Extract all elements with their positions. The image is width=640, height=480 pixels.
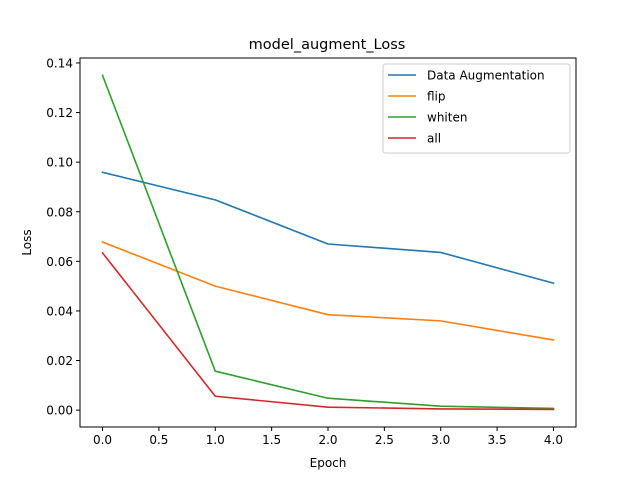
legend-box	[382, 63, 571, 154]
x-tick-label: 1.0	[206, 433, 225, 447]
y-tick-label: 0.14	[46, 56, 73, 70]
y-axis-ticks: 0.00 0.02 0.04 0.06 0.08 0.10 0.12 0.14	[46, 56, 80, 418]
series-line-3	[101, 251, 555, 411]
x-tick-label: 4.0	[544, 433, 563, 447]
x-tick-label: 1.5	[262, 433, 281, 447]
y-tick-label: 0.10	[46, 156, 73, 170]
y-tick-label: 0.06	[46, 255, 73, 269]
legend-label: flip	[427, 90, 446, 104]
series-line-2	[101, 74, 555, 410]
plot-area	[101, 74, 555, 411]
x-axis-ticks: 0.0 0.5 1.0 1.5 2.0 2.5 3.0 3.5 4.0	[93, 427, 563, 447]
y-tick-label: 0.12	[46, 106, 73, 120]
series-line-1	[101, 240, 555, 341]
legend-label: whiten	[427, 111, 467, 125]
x-tick-label: 2.5	[375, 433, 394, 447]
y-tick-label: 0.08	[46, 205, 73, 219]
series-line-0	[101, 171, 555, 285]
y-tick-label: 0.00	[46, 404, 73, 418]
legend: Data Augmentation flip whiten all	[382, 63, 571, 154]
x-tick-label: 0.0	[93, 433, 112, 447]
y-axis-label: Loss	[20, 229, 34, 255]
legend-label: all	[427, 132, 441, 146]
legend-label: Data Augmentation	[427, 69, 545, 83]
x-tick-label: 3.0	[431, 433, 450, 447]
x-tick-label: 3.5	[488, 433, 507, 447]
x-tick-label: 0.5	[149, 433, 168, 447]
y-tick-label: 0.02	[46, 354, 73, 368]
x-tick-label: 2.0	[318, 433, 337, 447]
y-tick-label: 0.04	[46, 304, 73, 318]
chart-title: model_augment_Loss	[249, 37, 406, 53]
x-axis-label: Epoch	[310, 456, 347, 470]
